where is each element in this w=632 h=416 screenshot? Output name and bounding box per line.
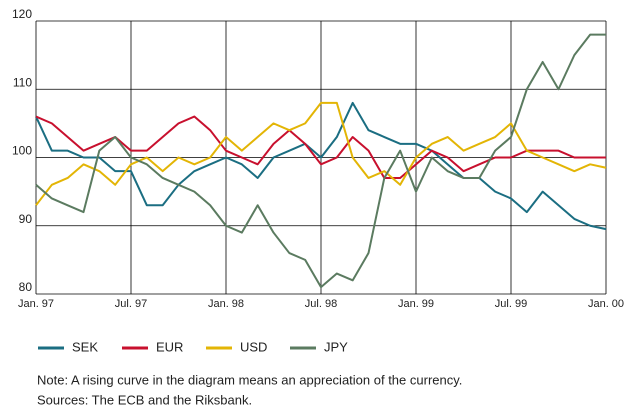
y-tick-label: 80 bbox=[19, 280, 33, 294]
series-line bbox=[35, 101, 607, 231]
y-tick-label: 120 bbox=[12, 7, 32, 21]
sources: Sources: The ECB and the Riksbank. bbox=[37, 392, 252, 407]
series-line bbox=[35, 33, 606, 289]
series-line bbox=[35, 115, 606, 179]
x-tick-label: Jan. 97 bbox=[18, 298, 54, 310]
x-tick-label: Jan. 00 bbox=[588, 298, 624, 310]
note: Note: A rising curve in the diagram mean… bbox=[37, 372, 462, 387]
x-tick-label: Jul. 97 bbox=[115, 298, 147, 310]
y-tick-label: 90 bbox=[19, 212, 33, 226]
legend-label: JPY bbox=[324, 339, 348, 354]
x-tick-label: Jul. 99 bbox=[495, 298, 527, 310]
x-tick-label: Jan. 98 bbox=[208, 298, 244, 310]
x-tick-label: Jul. 98 bbox=[305, 298, 337, 310]
x-tick-label: Jan. 99 bbox=[398, 298, 434, 310]
legend-label: SEK bbox=[72, 339, 98, 354]
y-tick-label: 100 bbox=[12, 144, 32, 158]
legend-label: USD bbox=[240, 339, 267, 354]
y-tick-label: 110 bbox=[13, 75, 32, 89]
legend-label: EUR bbox=[156, 339, 183, 354]
series-line bbox=[35, 101, 607, 206]
